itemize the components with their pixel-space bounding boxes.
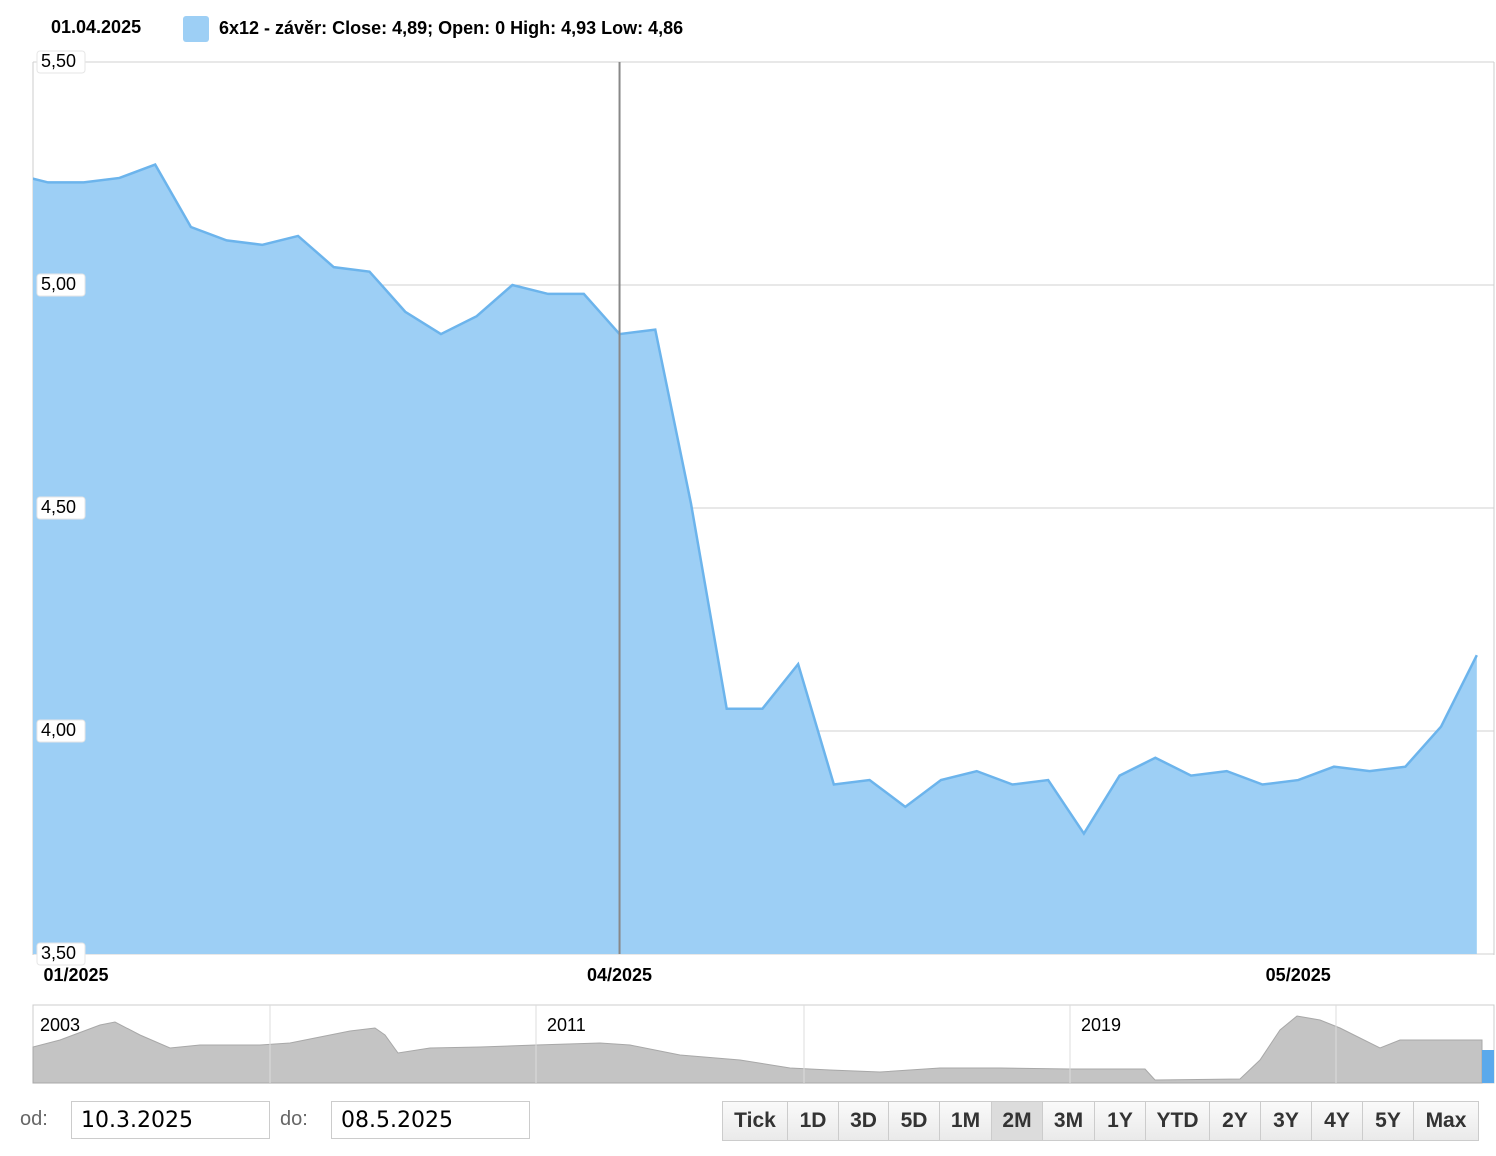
to-input[interactable]: 08.5.2025 — [331, 1101, 530, 1139]
y-tick-label-bg — [36, 496, 86, 520]
y-tick-label: 5,00 — [41, 274, 76, 294]
axis: 3,50 4,00 4,50 5,00 5,50 01/2025 04/2025 05/202… — [36, 50, 1331, 985]
range-button[interactable]: 3D — [838, 1101, 889, 1141]
y-tick-label: 4,00 — [41, 720, 76, 740]
line — [33, 163, 1478, 836]
range-button[interactable]: YTD — [1145, 1101, 1210, 1141]
y-tick-label-bg — [36, 942, 86, 966]
legend-text: 6x12 - závěr: Close: 4,89; Open: 0 High:… — [219, 18, 683, 38]
y-tick-label-bg — [36, 273, 86, 297]
legend-swatch — [183, 16, 209, 42]
range-button[interactable]: Tick — [722, 1101, 788, 1141]
y-tick-label: 3,50 — [41, 943, 76, 963]
header-date: 01.04.2025 — [51, 17, 141, 37]
range-button[interactable]: Max — [1413, 1101, 1479, 1141]
range-button[interactable]: 3M — [1042, 1101, 1095, 1141]
range-button[interactable]: 1D — [787, 1101, 839, 1141]
navigator-label: 2003 — [40, 1015, 80, 1035]
range-buttons: Tick 1D 3D 5D 1M 2M 3M 1Y YTD 2Y 3Y 4Y 5Y Max — [722, 1101, 1479, 1141]
x-tick-label: 04/2025 — [587, 965, 652, 985]
x-tick-label: 05/2025 — [1266, 965, 1331, 985]
y-tick-label: 4,50 — [41, 497, 76, 517]
navigator-selection[interactable] — [1482, 1050, 1494, 1083]
to-label: do: — [280, 1108, 308, 1130]
range-button[interactable]: 1Y — [1094, 1101, 1146, 1141]
plot — [33, 61, 1494, 955]
from-input[interactable]: 10.3.2025 — [71, 1101, 270, 1139]
navigator-area — [32, 1015, 1483, 1084]
range-button[interactable]: 3Y — [1260, 1101, 1312, 1141]
x-tick-label: 01/2025 — [43, 965, 108, 985]
y-tick-label: 5,50 — [41, 51, 76, 71]
navigator: 2003 2011 2019 — [32, 1004, 1495, 1084]
range-button[interactable]: 4Y — [1311, 1101, 1363, 1141]
area — [33, 164, 1477, 954]
y-tick-label-bg — [36, 50, 86, 74]
range-button[interactable]: 2M — [991, 1101, 1043, 1141]
y-tick-label-bg — [36, 719, 86, 743]
range-button[interactable]: 5D — [888, 1101, 940, 1141]
navigator-label: 2019 — [1081, 1015, 1121, 1035]
range-button[interactable]: 1M — [939, 1101, 992, 1141]
range-button[interactable]: 5Y — [1362, 1101, 1414, 1141]
range-button[interactable]: 2Y — [1209, 1101, 1261, 1141]
from-label: od: — [20, 1108, 48, 1130]
navigator-label: 2011 — [547, 1015, 586, 1035]
